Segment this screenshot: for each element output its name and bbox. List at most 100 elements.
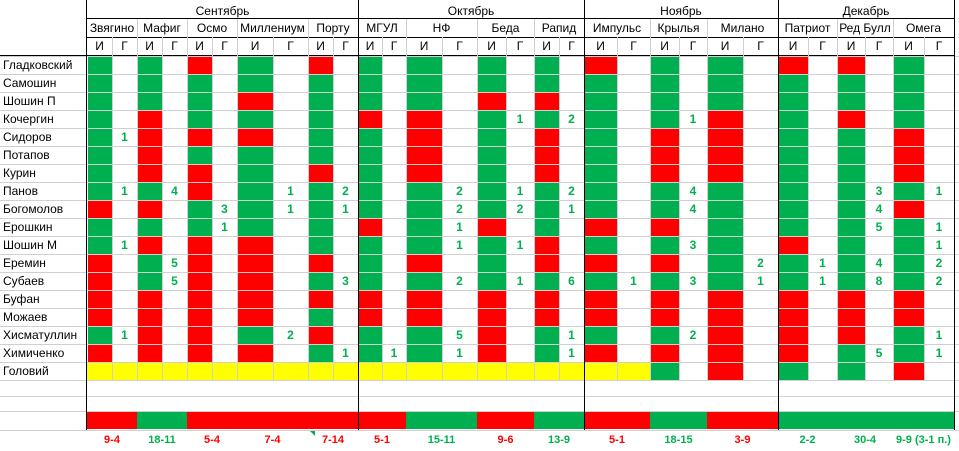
played-cell <box>309 273 333 290</box>
row-gridline <box>0 218 959 219</box>
played-cell <box>838 75 865 92</box>
goals-cell <box>162 164 187 182</box>
goals-cell <box>273 218 308 236</box>
played-cell <box>585 93 617 110</box>
goals-subheader: Г <box>757 39 764 53</box>
team-header: Порту <box>316 21 350 35</box>
goals-cell: 3 <box>689 238 697 252</box>
column-gridline <box>442 37 443 380</box>
played-cell <box>894 75 924 92</box>
played-cell <box>894 93 924 110</box>
match-score: 5-1 <box>374 434 390 446</box>
played-cell <box>407 273 442 290</box>
played-cell <box>359 147 382 164</box>
goals-cell: 2 <box>568 112 575 126</box>
goals-cell <box>382 308 406 326</box>
goals-cell <box>273 236 308 254</box>
missed-cell <box>779 345 808 362</box>
goals-cell <box>617 164 650 182</box>
goals-cell <box>382 110 406 128</box>
column-gridline <box>837 19 838 380</box>
goals-cell <box>162 344 187 362</box>
goals-cell <box>442 308 477 326</box>
missed-cell <box>838 57 865 74</box>
goals-cell <box>382 290 406 308</box>
goals-cell <box>865 164 893 182</box>
played-cell <box>585 183 617 200</box>
goals-cell: 2 <box>935 274 943 288</box>
played-cell <box>478 147 506 164</box>
goals-cell <box>382 146 406 164</box>
played-cell <box>478 201 506 218</box>
missed-cell <box>535 291 559 308</box>
missed-cell <box>478 219 506 236</box>
team-header: Импульс <box>592 21 642 35</box>
goals-cell <box>212 272 237 290</box>
played-cell <box>651 363 679 380</box>
month-header: Сентябрь <box>195 3 250 18</box>
goals-cell <box>924 110 954 128</box>
goals-cell <box>162 74 187 92</box>
missed-cell <box>708 327 743 344</box>
games-subheader: И <box>596 39 605 53</box>
played-cell <box>585 201 617 218</box>
goals-cell: 1 <box>935 220 943 234</box>
goals-cell <box>617 326 650 344</box>
goals-cell <box>506 218 534 236</box>
goals-cell <box>924 146 954 164</box>
row-gridline <box>0 56 959 57</box>
played-cell <box>359 327 382 344</box>
header-divider <box>87 18 954 19</box>
column-gridline <box>308 19 309 380</box>
played-cell <box>838 255 865 272</box>
player-name: Головий <box>3 364 49 378</box>
goals-cell: 1 <box>568 328 575 342</box>
played-cell <box>478 111 506 128</box>
month-header: Декабрь <box>842 3 890 18</box>
missed-cell <box>138 165 162 182</box>
played-cell <box>779 183 808 200</box>
team-header: МГУЛ <box>366 21 398 35</box>
match-score: 2-2 <box>799 434 816 446</box>
goals-cell: 1 <box>221 220 228 234</box>
played-cell <box>407 219 442 236</box>
goals-cell <box>212 344 237 362</box>
missed-cell <box>535 255 559 272</box>
missed-cell <box>407 129 442 146</box>
row-gridline <box>0 128 959 129</box>
goals-cell <box>679 254 707 272</box>
played-cell <box>894 273 924 290</box>
missed-cell <box>478 93 506 110</box>
missed-cell <box>88 201 112 218</box>
missed-cell <box>838 291 865 308</box>
missed-cell <box>585 57 617 74</box>
goals-cell <box>808 182 837 200</box>
match-score: 15-11 <box>427 434 456 446</box>
played-cell <box>779 147 808 164</box>
games-subheader: И <box>365 39 375 53</box>
column-gridline <box>237 19 238 380</box>
games-subheader: И <box>542 39 551 53</box>
goals-cell <box>506 164 534 182</box>
played-cell <box>779 111 808 128</box>
goals-cell <box>333 362 358 380</box>
played-cell <box>359 129 382 146</box>
goals-cell <box>743 290 778 308</box>
goals-cell: 1 <box>121 184 128 198</box>
goals-cell <box>617 128 650 146</box>
missed-cell <box>651 255 679 272</box>
goals-cell <box>617 254 650 272</box>
goals-subheader: Г <box>342 39 349 53</box>
goals-cell <box>506 254 534 272</box>
goals-cell <box>212 254 237 272</box>
missed-cell <box>585 219 617 236</box>
goals-cell <box>212 128 237 146</box>
goals-cell: 1 <box>287 202 294 216</box>
goals-cell <box>617 218 650 236</box>
goals-cell <box>808 128 837 146</box>
played-cell <box>478 237 506 254</box>
goals-cell <box>865 290 893 308</box>
played-cell <box>708 255 743 272</box>
column-gridline <box>406 19 407 380</box>
missed-cell <box>188 57 212 74</box>
